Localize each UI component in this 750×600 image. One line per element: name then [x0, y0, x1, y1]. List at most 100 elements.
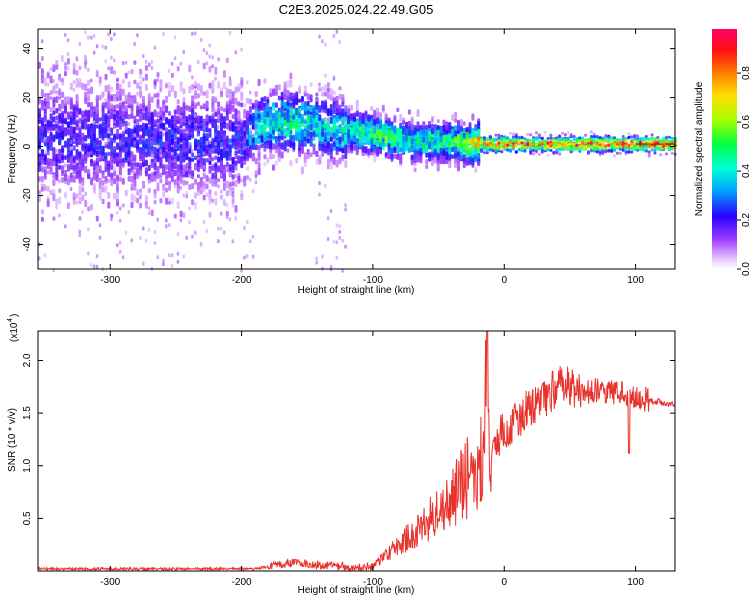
spectrogram-cell	[384, 130, 388, 136]
spectrogram-cell	[341, 127, 345, 134]
spectrogram-cell	[104, 98, 107, 103]
spectrogram-cell	[144, 59, 148, 64]
spectrogram-cell	[78, 229, 81, 234]
spectrogram-cell	[338, 126, 342, 133]
spectrogram-cell	[168, 223, 171, 228]
spectrogram-cell	[225, 154, 229, 162]
spectrogram-cell	[142, 95, 145, 101]
spectrogram-cell	[118, 88, 122, 96]
spectrogram-cell	[309, 139, 313, 147]
spectrogram-cell	[199, 179, 203, 184]
spectrogram-cell	[248, 106, 252, 113]
spectrogram-cell	[243, 138, 247, 146]
spectrogram-cell	[179, 118, 183, 126]
spectrogram-cell	[147, 164, 151, 172]
spectrogram-cell	[150, 209, 154, 216]
spectrogram-cell	[168, 181, 171, 186]
spectrogram-cell	[248, 145, 252, 152]
spectrogram-cell	[341, 98, 344, 103]
spectrogram-cell	[185, 138, 189, 146]
spectrogram-cell	[355, 138, 359, 143]
spectrogram-cell	[49, 106, 53, 111]
spectrogram-cell	[228, 94, 232, 101]
spectrogram-cell	[156, 173, 160, 179]
spectrogram-cell	[520, 141, 524, 145]
spectrogram-cell	[52, 193, 56, 202]
spectrogram-cell	[396, 107, 400, 113]
spectrogram-cell	[220, 113, 223, 121]
spectrogram-cell	[376, 139, 380, 148]
spectrogram-cell	[144, 159, 148, 167]
spectrogram-cell	[581, 146, 585, 150]
spectrogram-cell	[208, 211, 212, 218]
spectrogram-cell	[205, 114, 209, 122]
spectrogram-cell	[110, 217, 113, 222]
spectrogram-cell	[552, 138, 556, 142]
spectrogram-cell	[274, 138, 278, 146]
spectrogram-cell	[410, 145, 414, 153]
spectrogram-cell	[298, 98, 302, 103]
spectrogram-cell	[474, 144, 478, 149]
spectrogram-cell	[248, 127, 252, 132]
spectrogram-cell	[355, 100, 359, 107]
spectrogram-cell	[87, 152, 91, 158]
spectrogram-cell	[194, 202, 197, 210]
spectrogram-cell	[457, 163, 460, 172]
spectrogram-cell	[46, 135, 50, 144]
spectrogram-cell	[295, 97, 299, 106]
spectrogram-cell	[338, 86, 342, 91]
spectrogram-cell	[292, 101, 296, 110]
spectrogram-cell	[159, 141, 163, 149]
spectrogram-cell	[248, 150, 252, 158]
spectrogram-cell	[309, 114, 313, 122]
spectrogram-cell	[650, 133, 654, 137]
spectrogram-cell	[66, 96, 70, 102]
spectrogram-cell	[575, 137, 579, 141]
spectrogram-cell	[92, 133, 96, 141]
spectrogram-cell	[168, 111, 171, 116]
spectrogram-cell	[587, 151, 590, 155]
spectrogram-cell	[188, 85, 192, 94]
spectrogram-cell	[329, 126, 333, 132]
spectrogram-cell	[228, 100, 232, 107]
spectrogram-cell	[370, 139, 374, 146]
spectrogram-cell	[341, 149, 345, 154]
spectrogram-y-tick-label: -20	[22, 188, 33, 203]
spectrogram-x-ticks: -300 -200 -100 0 100	[100, 29, 644, 286]
spectrogram-cell	[277, 135, 281, 141]
spectrogram-cell	[95, 96, 99, 101]
spectrogram-cell	[405, 136, 408, 142]
spectrogram-cell	[159, 106, 163, 112]
spectrogram-cell	[225, 100, 229, 105]
spectrogram-cell	[662, 141, 666, 144]
spectrogram-cell	[341, 238, 344, 243]
spectrogram-cell	[627, 150, 631, 154]
spectrogram-cell	[546, 153, 550, 157]
spectrogram-cell	[144, 115, 148, 121]
spectrogram-cell	[283, 101, 287, 108]
spectrogram-cell	[40, 127, 44, 132]
spectrogram-cell	[338, 114, 342, 119]
spectrogram-cell	[347, 114, 351, 120]
spectrogram-cell	[341, 113, 345, 118]
spectrogram-cell	[69, 82, 73, 91]
spectrogram-cell	[95, 70, 99, 78]
spectrogram-cell	[222, 116, 226, 124]
spectrogram-cell	[474, 125, 478, 132]
spectrogram-cell	[402, 128, 406, 135]
spectrogram-cell	[234, 179, 238, 188]
spectrogram-cell	[153, 157, 157, 164]
spectrogram-cell	[38, 100, 41, 105]
spectrogram-cell	[40, 132, 44, 139]
spectrogram-cell	[38, 165, 41, 172]
spectrogram-cell	[55, 120, 58, 125]
spectrogram-cell	[344, 203, 347, 208]
spectrogram-cell	[228, 149, 232, 156]
spectrogram-cell	[326, 237, 330, 241]
spectrogram-cell	[439, 147, 443, 152]
spectrogram-cell	[107, 110, 111, 115]
spectrogram-cell	[84, 165, 88, 174]
spectrogram-cell	[121, 177, 125, 182]
spectrogram-cell	[532, 149, 536, 152]
spectrogram-cell	[491, 141, 495, 145]
